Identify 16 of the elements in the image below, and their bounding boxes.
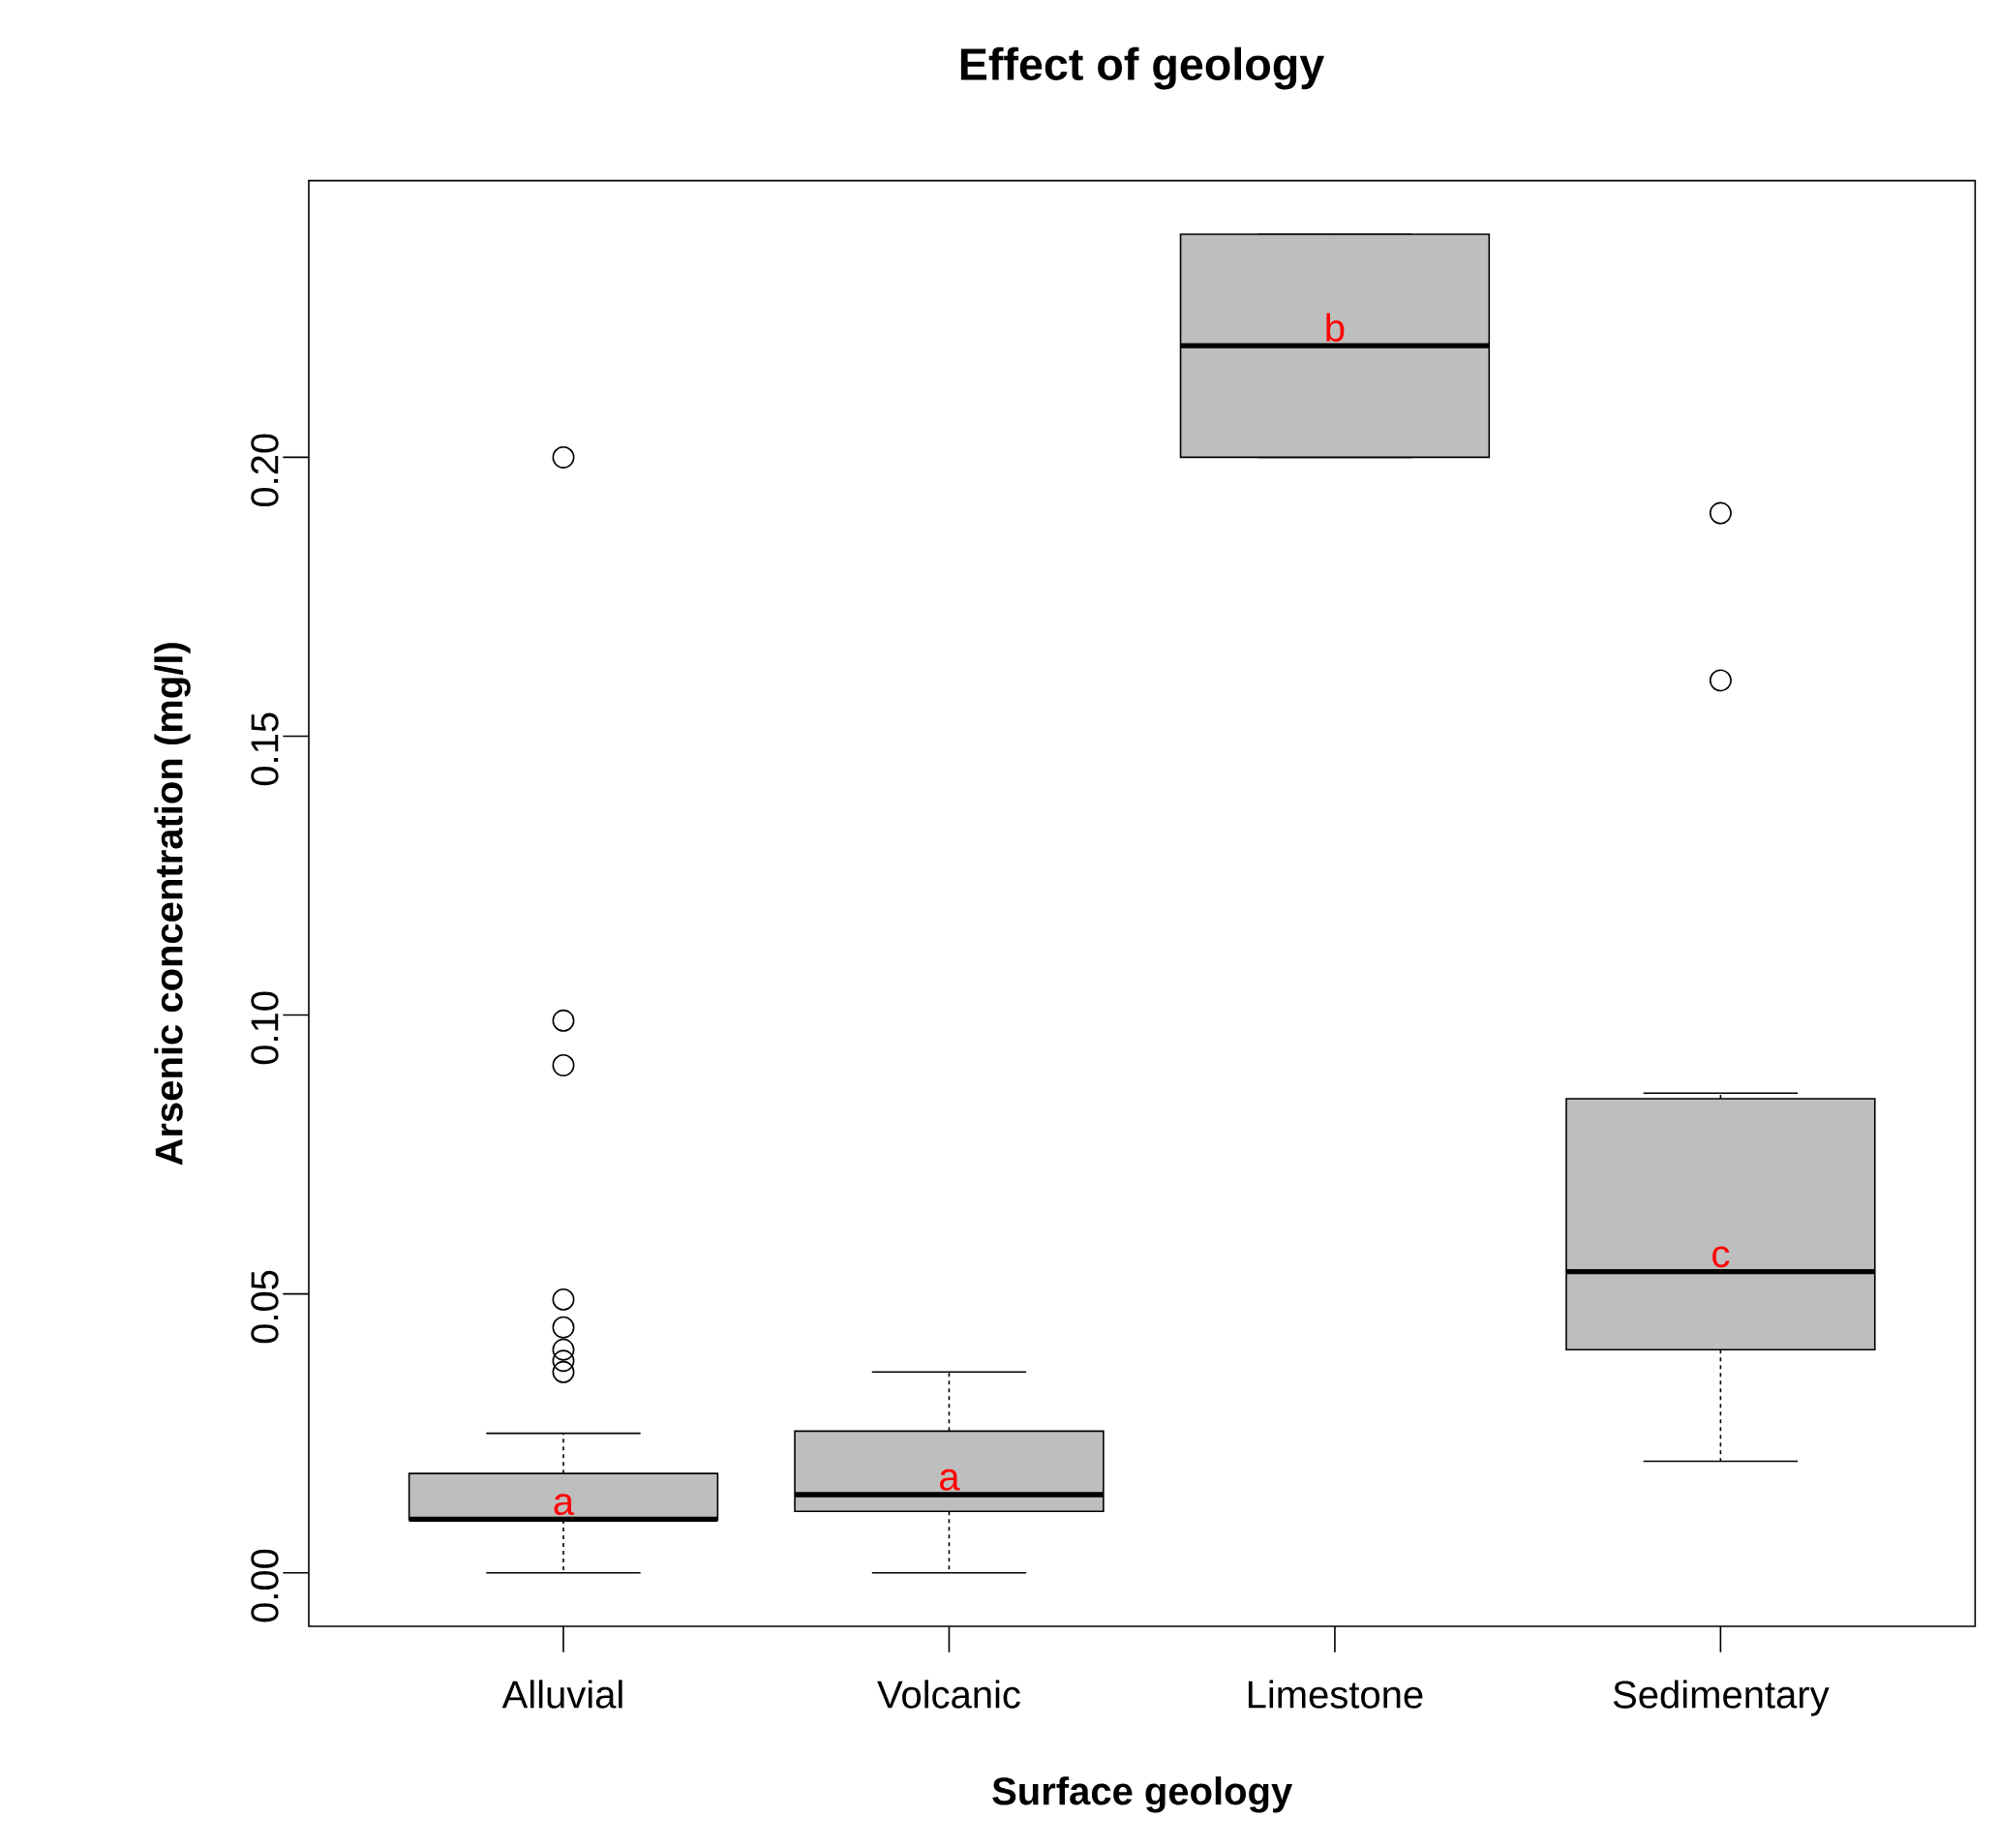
x-tick-label: Limestone — [1248, 1680, 1423, 1709]
y-tick-label: 0.20 — [251, 434, 279, 507]
x-axis-title: Surface geology — [992, 1776, 1293, 1813]
y-tick-label: 0.15 — [251, 712, 279, 786]
x-tick-label: Sedimentary — [1613, 1680, 1830, 1716]
y-tick-label: 0.05 — [251, 1270, 279, 1344]
x-tick-label: Alluvial — [501, 1680, 622, 1709]
chart-title: Effect of geology — [960, 46, 1325, 90]
y-tick-label: 0.10 — [251, 991, 279, 1065]
annotation: c — [1712, 1246, 1730, 1268]
annotation: a — [940, 1469, 960, 1491]
y-axis-title: Arsenic concentration (mg/l) — [154, 643, 191, 1166]
y-tick-label: 0.00 — [251, 1549, 279, 1622]
x-tick-label: Volcanic — [877, 1680, 1020, 1709]
annotation: a — [554, 1494, 575, 1516]
annotation: b — [1326, 313, 1345, 342]
